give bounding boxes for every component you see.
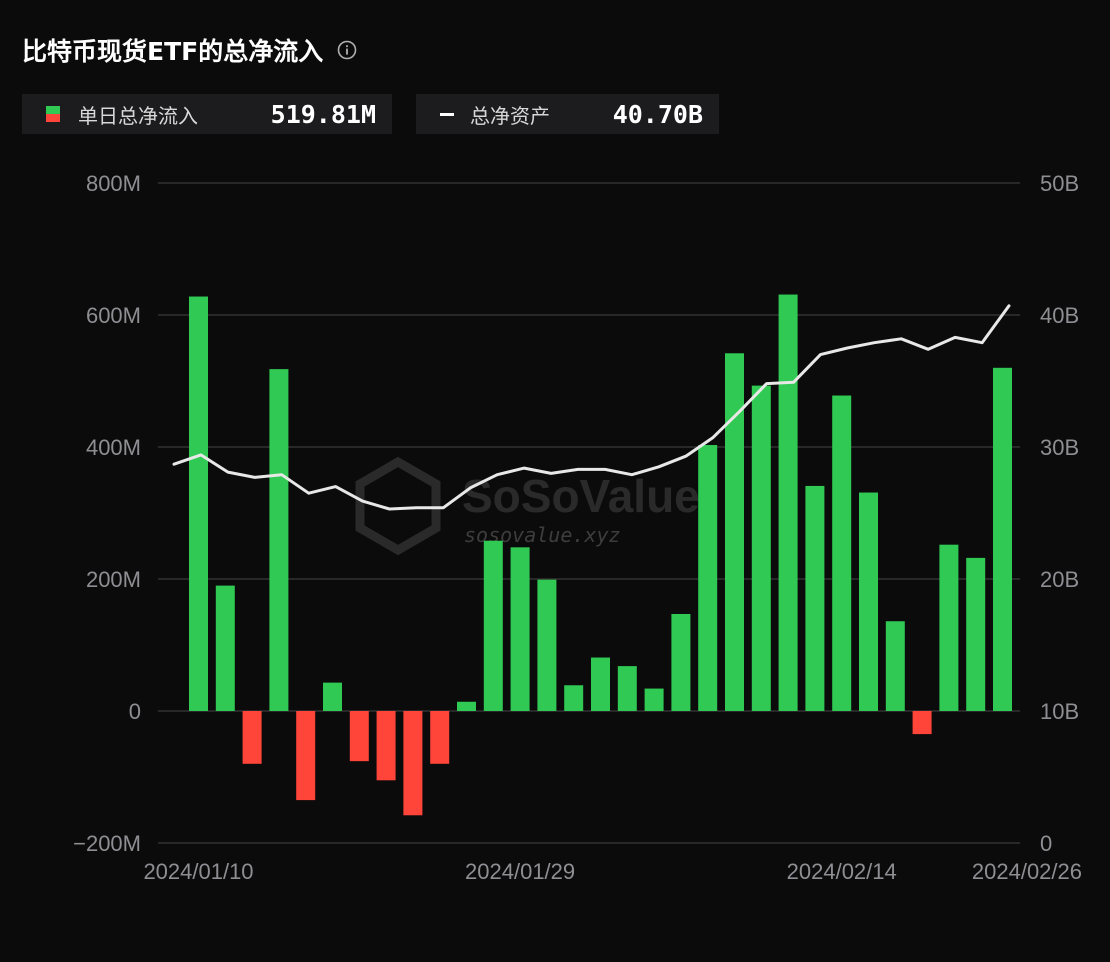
line-swatch-icon bbox=[440, 112, 454, 116]
y-right-tick-label: 20B bbox=[1040, 567, 1079, 592]
bar bbox=[751, 385, 771, 711]
x-tick-label: 2024/02/26 bbox=[972, 859, 1082, 884]
info-icon[interactable] bbox=[337, 40, 357, 60]
x-tick-label: 2024/01/10 bbox=[143, 859, 253, 884]
bar bbox=[671, 613, 691, 711]
bar bbox=[510, 547, 530, 711]
bar-swatch-icon bbox=[46, 106, 60, 122]
legend-inflow-value: 519.81M bbox=[270, 99, 376, 129]
bar bbox=[859, 492, 878, 711]
legend-assets-label: 总净资产 bbox=[470, 103, 550, 128]
bar bbox=[323, 682, 342, 711]
bar bbox=[885, 621, 905, 711]
bar bbox=[242, 711, 262, 764]
bar bbox=[430, 711, 450, 764]
bar bbox=[457, 701, 476, 711]
bar bbox=[832, 395, 852, 711]
legend-inflow-label: 单日总净流入 bbox=[78, 103, 198, 128]
bar bbox=[778, 294, 798, 711]
bar bbox=[591, 657, 610, 711]
bar bbox=[215, 585, 235, 711]
bar bbox=[403, 711, 423, 816]
bar bbox=[537, 579, 557, 711]
y-left-tick-label: 600M bbox=[86, 303, 141, 328]
bar bbox=[912, 711, 932, 735]
y-left-tick-label: 0 bbox=[129, 699, 141, 724]
y-left-tick-label: −200M bbox=[73, 831, 141, 856]
title-row: 比特币现货ETF的总净流入 bbox=[22, 30, 357, 70]
y-right-tick-label: 30B bbox=[1040, 435, 1079, 460]
legend-total-assets[interactable]: 总净资产 40.70B bbox=[416, 94, 719, 134]
x-tick-label: 2024/01/29 bbox=[465, 859, 575, 884]
y-right-tick-label: 40B bbox=[1040, 303, 1079, 328]
bar bbox=[269, 369, 289, 711]
bar bbox=[644, 688, 664, 711]
bar bbox=[483, 540, 503, 711]
bar bbox=[189, 296, 208, 711]
bar bbox=[376, 711, 396, 781]
series-line-total-assets bbox=[172, 304, 1011, 511]
bar bbox=[966, 557, 986, 711]
watermark-brand: SoSoValue bbox=[462, 470, 700, 522]
bar bbox=[698, 445, 718, 711]
bar bbox=[349, 711, 369, 762]
x-tick-label: 2024/02/14 bbox=[787, 859, 897, 884]
bar bbox=[939, 544, 959, 711]
y-right-tick-label: 10B bbox=[1040, 699, 1079, 724]
watermark-logo bbox=[355, 456, 441, 556]
legend-assets-value: 40.70B bbox=[612, 99, 703, 129]
bar bbox=[805, 485, 825, 711]
y-right-tick-label: 50B bbox=[1040, 171, 1079, 196]
legend-daily-inflow[interactable]: 单日总净流入 519.81M bbox=[22, 94, 392, 134]
y-left-tick-label: 400M bbox=[86, 435, 141, 460]
bar bbox=[617, 666, 637, 711]
y-right-tick-label: 0 bbox=[1040, 831, 1052, 856]
bar bbox=[725, 353, 744, 711]
chart-title: 比特币现货ETF的总净流入 bbox=[22, 37, 324, 66]
bar bbox=[564, 685, 584, 711]
y-left-tick-label: 800M bbox=[86, 171, 141, 196]
y-left-tick-label: 200M bbox=[86, 567, 141, 592]
bar bbox=[296, 711, 316, 801]
bar bbox=[993, 367, 1012, 711]
